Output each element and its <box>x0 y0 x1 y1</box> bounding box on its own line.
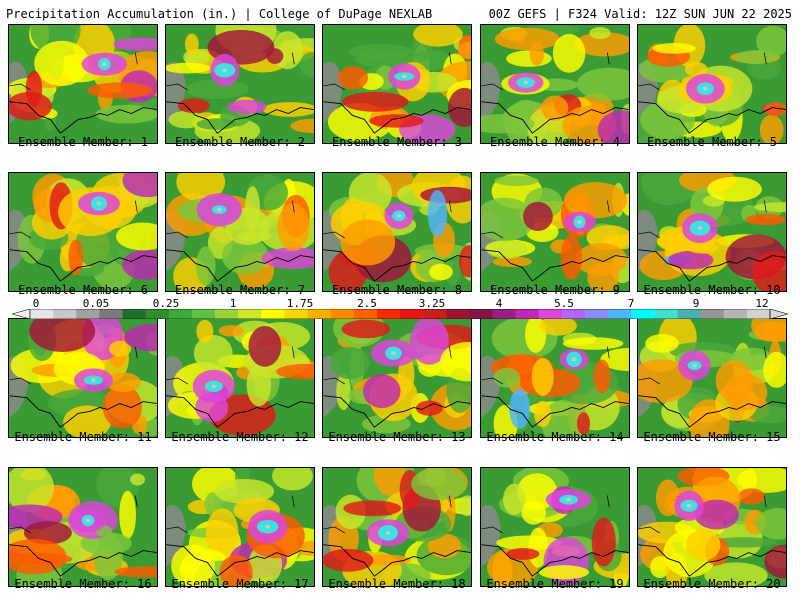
member-caption: Ensemble Member: 8 <box>331 283 463 297</box>
colorbar-swatch <box>330 309 355 319</box>
colorbar-tick-label: 0.25 <box>152 297 180 310</box>
colorbar-swatch <box>561 309 586 319</box>
colorbar-swatch <box>353 309 378 319</box>
precip-colorbar <box>12 309 788 319</box>
member-map <box>8 172 158 292</box>
member-map <box>165 24 315 144</box>
colorbar-tick-label: 7 <box>627 297 635 310</box>
member-caption: Ensemble Member: 19 <box>486 577 624 591</box>
member-caption: Ensemble Member: 1 <box>17 135 149 149</box>
colorbar-swatch <box>400 309 424 319</box>
colorbar-swatch <box>168 309 193 319</box>
colorbar-swatch <box>284 309 308 319</box>
colorbar-swatch <box>76 309 100 319</box>
member-map <box>637 467 787 587</box>
colorbar-swatch <box>238 309 262 319</box>
colorbar-swatch <box>215 309 239 319</box>
member-map <box>322 172 472 292</box>
member-caption: Ensemble Member: 9 <box>489 283 621 297</box>
colorbar-tick-label: 2.5 <box>357 297 377 310</box>
member-map <box>165 172 315 292</box>
member-caption: Ensemble Member: 20 <box>643 577 781 591</box>
colorbar-swatch <box>515 309 540 319</box>
colorbar-swatch <box>53 309 77 319</box>
colorbar-swatch <box>608 309 632 319</box>
colorbar-swatch <box>746 309 771 319</box>
member-map <box>322 467 472 587</box>
member-map <box>480 172 630 292</box>
member-caption: Ensemble Member: 7 <box>174 283 306 297</box>
colorbar-swatch <box>99 309 123 319</box>
member-caption: Ensemble Member: 16 <box>14 577 152 591</box>
member-caption: Ensemble Member: 4 <box>489 135 621 149</box>
colorbar-swatch <box>492 309 516 319</box>
colorbar-swatch <box>261 309 285 319</box>
member-caption: Ensemble Member: 11 <box>14 430 152 444</box>
colorbar-tick-label: 4 <box>495 297 503 310</box>
colorbar-swatch <box>469 309 493 319</box>
colorbar-swatch <box>30 309 54 319</box>
colorbar-tick-label: 1.75 <box>286 297 314 310</box>
colorbar-swatch <box>677 309 701 319</box>
colorbar-tick-label: 3.25 <box>418 297 446 310</box>
colorbar-swatch <box>723 309 748 319</box>
colorbar-swatch <box>631 309 655 319</box>
colorbar-swatch <box>585 309 609 319</box>
colorbar-swatch <box>700 309 725 319</box>
member-caption: Ensemble Member: 5 <box>646 135 778 149</box>
colorbar-swatch <box>191 309 216 319</box>
member-map <box>480 318 630 438</box>
colorbar-tick-label: 0.05 <box>82 297 110 310</box>
member-caption: Ensemble Member: 12 <box>171 430 309 444</box>
member-map <box>322 318 472 438</box>
colorbar-swatch <box>307 309 331 319</box>
member-caption: Ensemble Member: 2 <box>174 135 306 149</box>
colorbar-tick-label: 1 <box>229 297 237 310</box>
member-caption: Ensemble Member: 17 <box>171 577 309 591</box>
colorbar-swatch <box>654 309 678 319</box>
member-caption: Ensemble Member: 14 <box>486 430 624 444</box>
member-map <box>637 24 787 144</box>
colorbar-swatch <box>122 309 146 319</box>
colorbar-tick-label: 5.5 <box>554 297 574 310</box>
member-map <box>480 467 630 587</box>
member-map <box>8 318 158 438</box>
member-map <box>322 24 472 144</box>
member-caption: Ensemble Member: 18 <box>328 577 466 591</box>
member-map <box>637 172 787 292</box>
colorbar-swatch <box>376 309 401 319</box>
colorbar-swatch <box>446 309 470 319</box>
member-caption: Ensemble Member: 6 <box>17 283 149 297</box>
colorbar-tick-label: 12 <box>755 297 769 310</box>
member-caption: Ensemble Member: 13 <box>328 430 466 444</box>
member-caption: Ensemble Member: 3 <box>331 135 463 149</box>
valid-time: 00Z GEFS | F324 Valid: 12Z SUN JUN 22 20… <box>488 7 792 21</box>
member-map <box>637 318 787 438</box>
member-map <box>8 24 158 144</box>
member-map <box>480 24 630 144</box>
chart-title: Precipitation Accumulation (in.) | Colle… <box>6 7 433 21</box>
colorbar-swatch <box>538 309 563 319</box>
colorbar-tick-label: 0 <box>32 297 40 310</box>
member-map <box>165 318 315 438</box>
colorbar-swatch <box>423 309 447 319</box>
member-map <box>165 467 315 587</box>
colorbar-tick-label: 9 <box>692 297 700 310</box>
member-map <box>8 467 158 587</box>
colorbar-swatch <box>145 309 170 319</box>
member-caption: Ensemble Member: 15 <box>643 430 781 444</box>
member-caption: Ensemble Member: 10 <box>643 283 781 297</box>
